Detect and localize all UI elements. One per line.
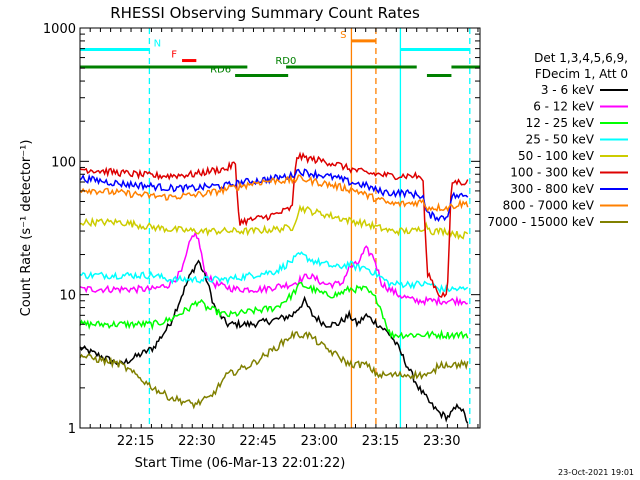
x-tick-label-2300: 23:00 <box>301 434 338 449</box>
x-tick-label-2230: 22:30 <box>178 434 215 449</box>
annotation-label-3: S <box>340 30 346 41</box>
legend-label-2: 6 - 12 keV <box>533 100 595 114</box>
series-line-9 <box>79 330 469 410</box>
chart-title: RHESSI Observing Summary Count Rates <box>110 4 420 22</box>
y-axis-ticks: 1 10 100 1000 <box>43 22 480 437</box>
legend-label-6: 100 - 300 keV <box>510 166 594 180</box>
legend-label-1: 3 - 6 keV <box>541 83 595 97</box>
x-tick-label-2215: 22:15 <box>117 434 154 449</box>
annotation-layer: NF S RD0 RD6 <box>80 30 480 78</box>
series-line-4 <box>79 251 469 295</box>
legend: Det 1,3,4,5,6,9, FDecim 1, Att 0 3 - 6 k… <box>487 51 628 229</box>
x-tick-label-2245: 22:45 <box>239 434 276 449</box>
legend-label-3: 12 - 25 keV <box>526 116 595 130</box>
legend-label-8: 800 - 7000 keV <box>503 199 595 213</box>
series-line-2 <box>79 230 468 307</box>
x-tick-label-2330: 23:30 <box>423 434 460 449</box>
x-axis-ticks: 22:15 22:30 22:45 23:00 23:15 23:30 <box>79 28 479 449</box>
annotation-label-2: F <box>171 50 177 61</box>
series-layer <box>79 151 469 424</box>
annotation-label-5: RD6 <box>210 65 231 76</box>
series-line-5 <box>79 204 469 241</box>
legend-label-4: 25 - 50 keV <box>526 133 595 147</box>
legend-header-detectors: Det 1,3,4,5,6,9, <box>534 51 628 65</box>
annotation-label-4: RD0 <box>275 56 296 67</box>
series-line-8 <box>79 174 469 213</box>
y-tick-label-1: 1 <box>68 422 76 437</box>
legend-label-7: 300 - 800 keV <box>510 182 594 196</box>
y-tick-label-100: 100 <box>51 155 76 170</box>
x-tick-label-2315: 23:15 <box>362 434 399 449</box>
series-line-6 <box>79 151 469 298</box>
series-line-1 <box>79 259 469 424</box>
y-axis-label: Count Rate (s⁻¹ detector⁻¹) <box>19 140 34 317</box>
y-tick-label-10: 10 <box>59 289 76 304</box>
x-axis-label: Start Time (06-Mar-13 22:01:22) <box>135 456 346 471</box>
plot-frame <box>79 27 481 429</box>
series-line-3 <box>79 281 469 341</box>
legend-header-decimation: FDecim 1, Att 0 <box>535 67 628 81</box>
y-tick-label-1000: 1000 <box>43 22 76 37</box>
annotation-label-1: N <box>154 38 161 49</box>
legend-label-5: 50 - 100 keV <box>518 149 595 163</box>
legend-label-9: 7000 - 15000 keV <box>487 215 594 229</box>
footer-date: 23-Oct-2021 19:01 <box>558 468 634 477</box>
